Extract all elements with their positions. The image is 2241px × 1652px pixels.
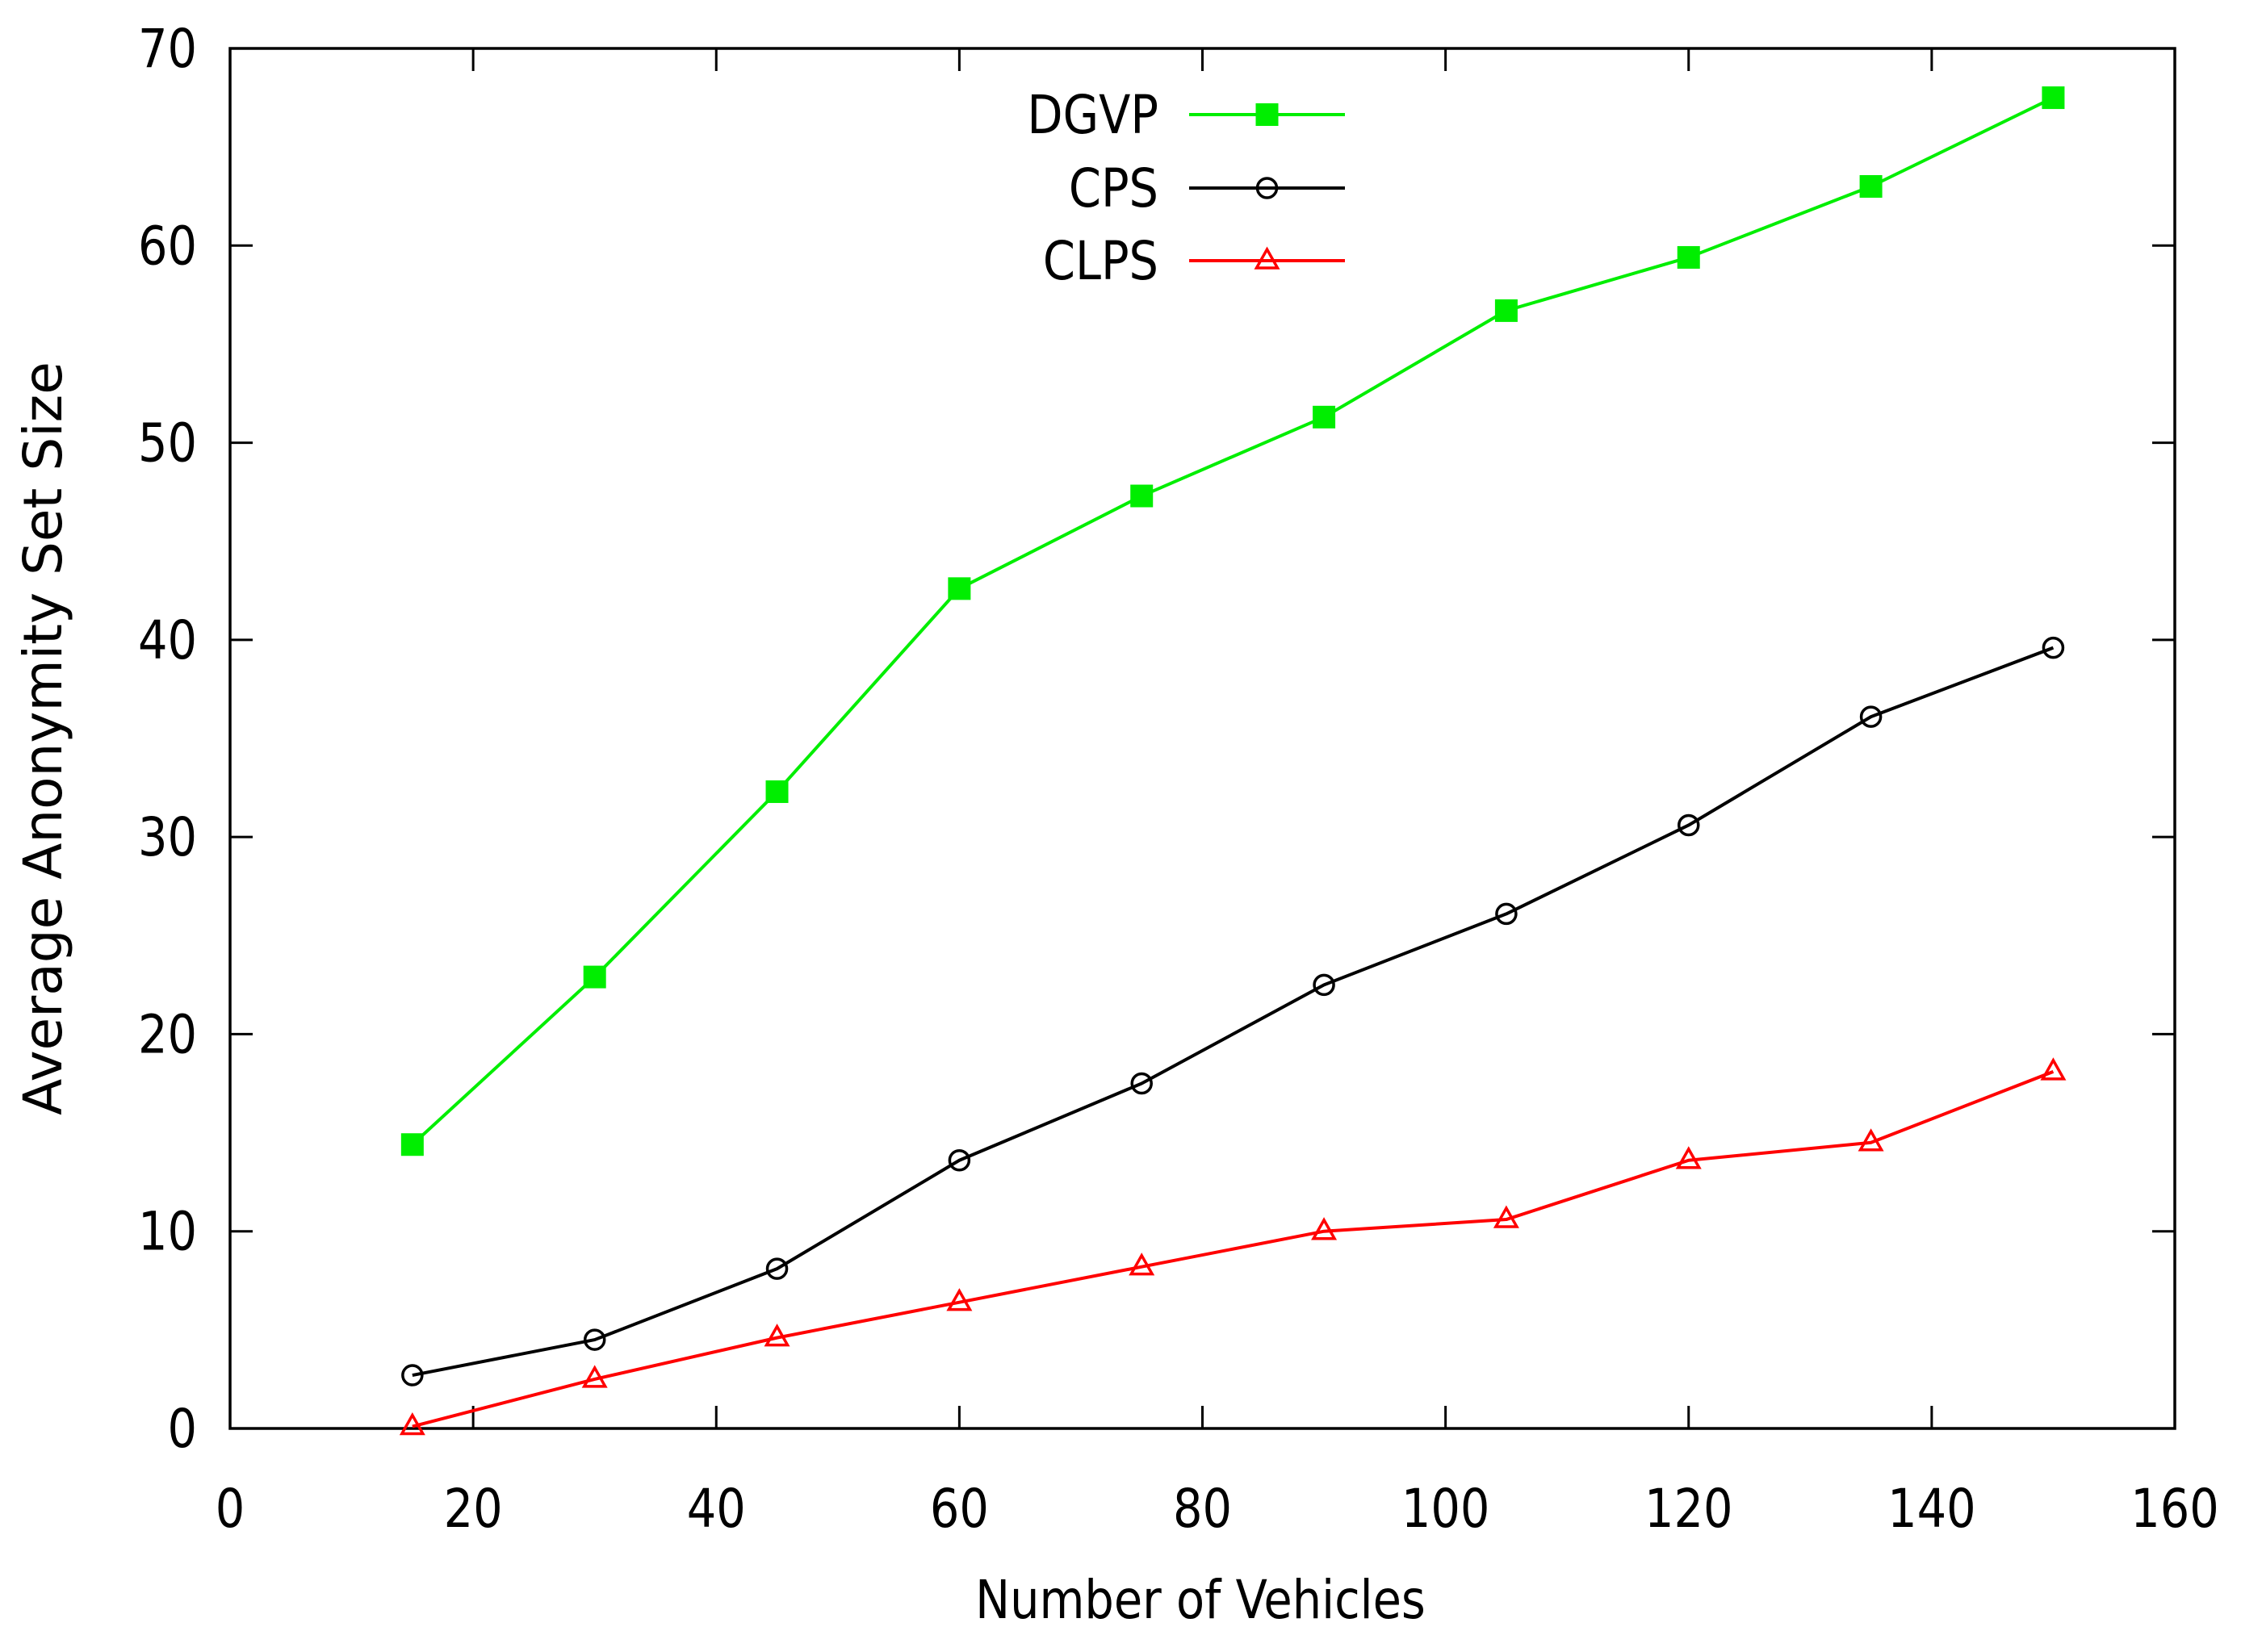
series-line-cps [412, 646, 2055, 1378]
data-point-cps [1495, 902, 1518, 926]
data-point-cps [1859, 705, 1883, 728]
x-tick-label: 160 [2130, 1478, 2219, 1540]
series-cps [401, 636, 2065, 1386]
data-point-clps [1129, 1253, 1155, 1276]
y-tick-label: 20 [138, 1004, 197, 1066]
legend-label-dgvp: DGVP [1027, 84, 1158, 146]
y-tick-label: 30 [138, 806, 197, 868]
data-point-cps [1313, 973, 1335, 997]
legend-label-cps: CPS [1069, 157, 1158, 220]
data-point-dgvp [1494, 299, 1518, 322]
x-tick-label: 60 [930, 1478, 989, 1540]
data-point-dgvp [948, 577, 971, 600]
axes: 0 20 40 60 80 100 120 140 160 0 10 20 30 40 50 60 70 [138, 18, 2219, 1540]
series-clps [399, 1057, 2067, 1436]
data-point-clps [1858, 1128, 1884, 1152]
data-point-clps [581, 1365, 608, 1388]
data-point-clps [399, 1412, 425, 1436]
legend: DGVP CPS CLPS [1027, 84, 1345, 292]
legend-marker-clps [1254, 246, 1280, 270]
y-tick-label: 40 [138, 609, 197, 671]
x-tick-label: 100 [1401, 1478, 1490, 1540]
x-axis-title: Number of Vehicles [975, 1569, 1426, 1631]
data-point-cps [948, 1149, 971, 1172]
data-point-cps [583, 1328, 606, 1351]
legend-marker-cps [1255, 177, 1279, 199]
data-point-cps [1130, 1072, 1153, 1095]
data-point-dgvp [1859, 175, 1883, 198]
legend-label-clps: CLPS [1043, 230, 1158, 292]
x-tick-label: 0 [216, 1478, 245, 1540]
x-tick-label: 20 [444, 1478, 503, 1540]
data-point-clps [764, 1324, 790, 1347]
data-point-dgvp [765, 780, 789, 803]
data-point-clps [1675, 1146, 1702, 1169]
data-point-clps [1493, 1205, 1519, 1228]
data-point-dgvp [1313, 405, 1336, 429]
y-axis-title: Average Anonymity Set Size [12, 362, 74, 1115]
y-tick-label: 60 [138, 215, 197, 277]
series-line-dgvp [411, 96, 2055, 1146]
data-point-cps [1678, 813, 1700, 837]
y-tick-label: 50 [138, 412, 197, 475]
x-tick-label: 40 [687, 1478, 746, 1540]
data-point-dgvp [1677, 245, 1700, 269]
y-tick-label: 10 [138, 1201, 197, 1263]
legend-marker-dgvp [1255, 103, 1279, 126]
series-line-clps [412, 1069, 2055, 1428]
series-dgvp [400, 86, 2065, 1156]
x-tick-label: 120 [1644, 1478, 1733, 1540]
y-tick-label: 0 [167, 1398, 197, 1460]
y-tick-label: 70 [138, 18, 197, 80]
data-point-dgvp [2042, 86, 2065, 110]
data-point-dgvp [583, 965, 606, 989]
data-point-cps [2042, 636, 2065, 659]
x-tick-label: 140 [1887, 1478, 1976, 1540]
data-point-clps [946, 1288, 973, 1311]
plot-frame [228, 47, 2176, 1430]
data-point-dgvp [400, 1133, 424, 1156]
data-point-clps [1311, 1217, 1338, 1240]
data-point-dgvp [1130, 484, 1154, 508]
data-point-clps [2040, 1057, 2067, 1081]
series-layer [399, 86, 2067, 1436]
data-point-cps [765, 1257, 789, 1280]
data-point-cps [401, 1364, 424, 1386]
x-tick-label: 80 [1173, 1478, 1232, 1540]
